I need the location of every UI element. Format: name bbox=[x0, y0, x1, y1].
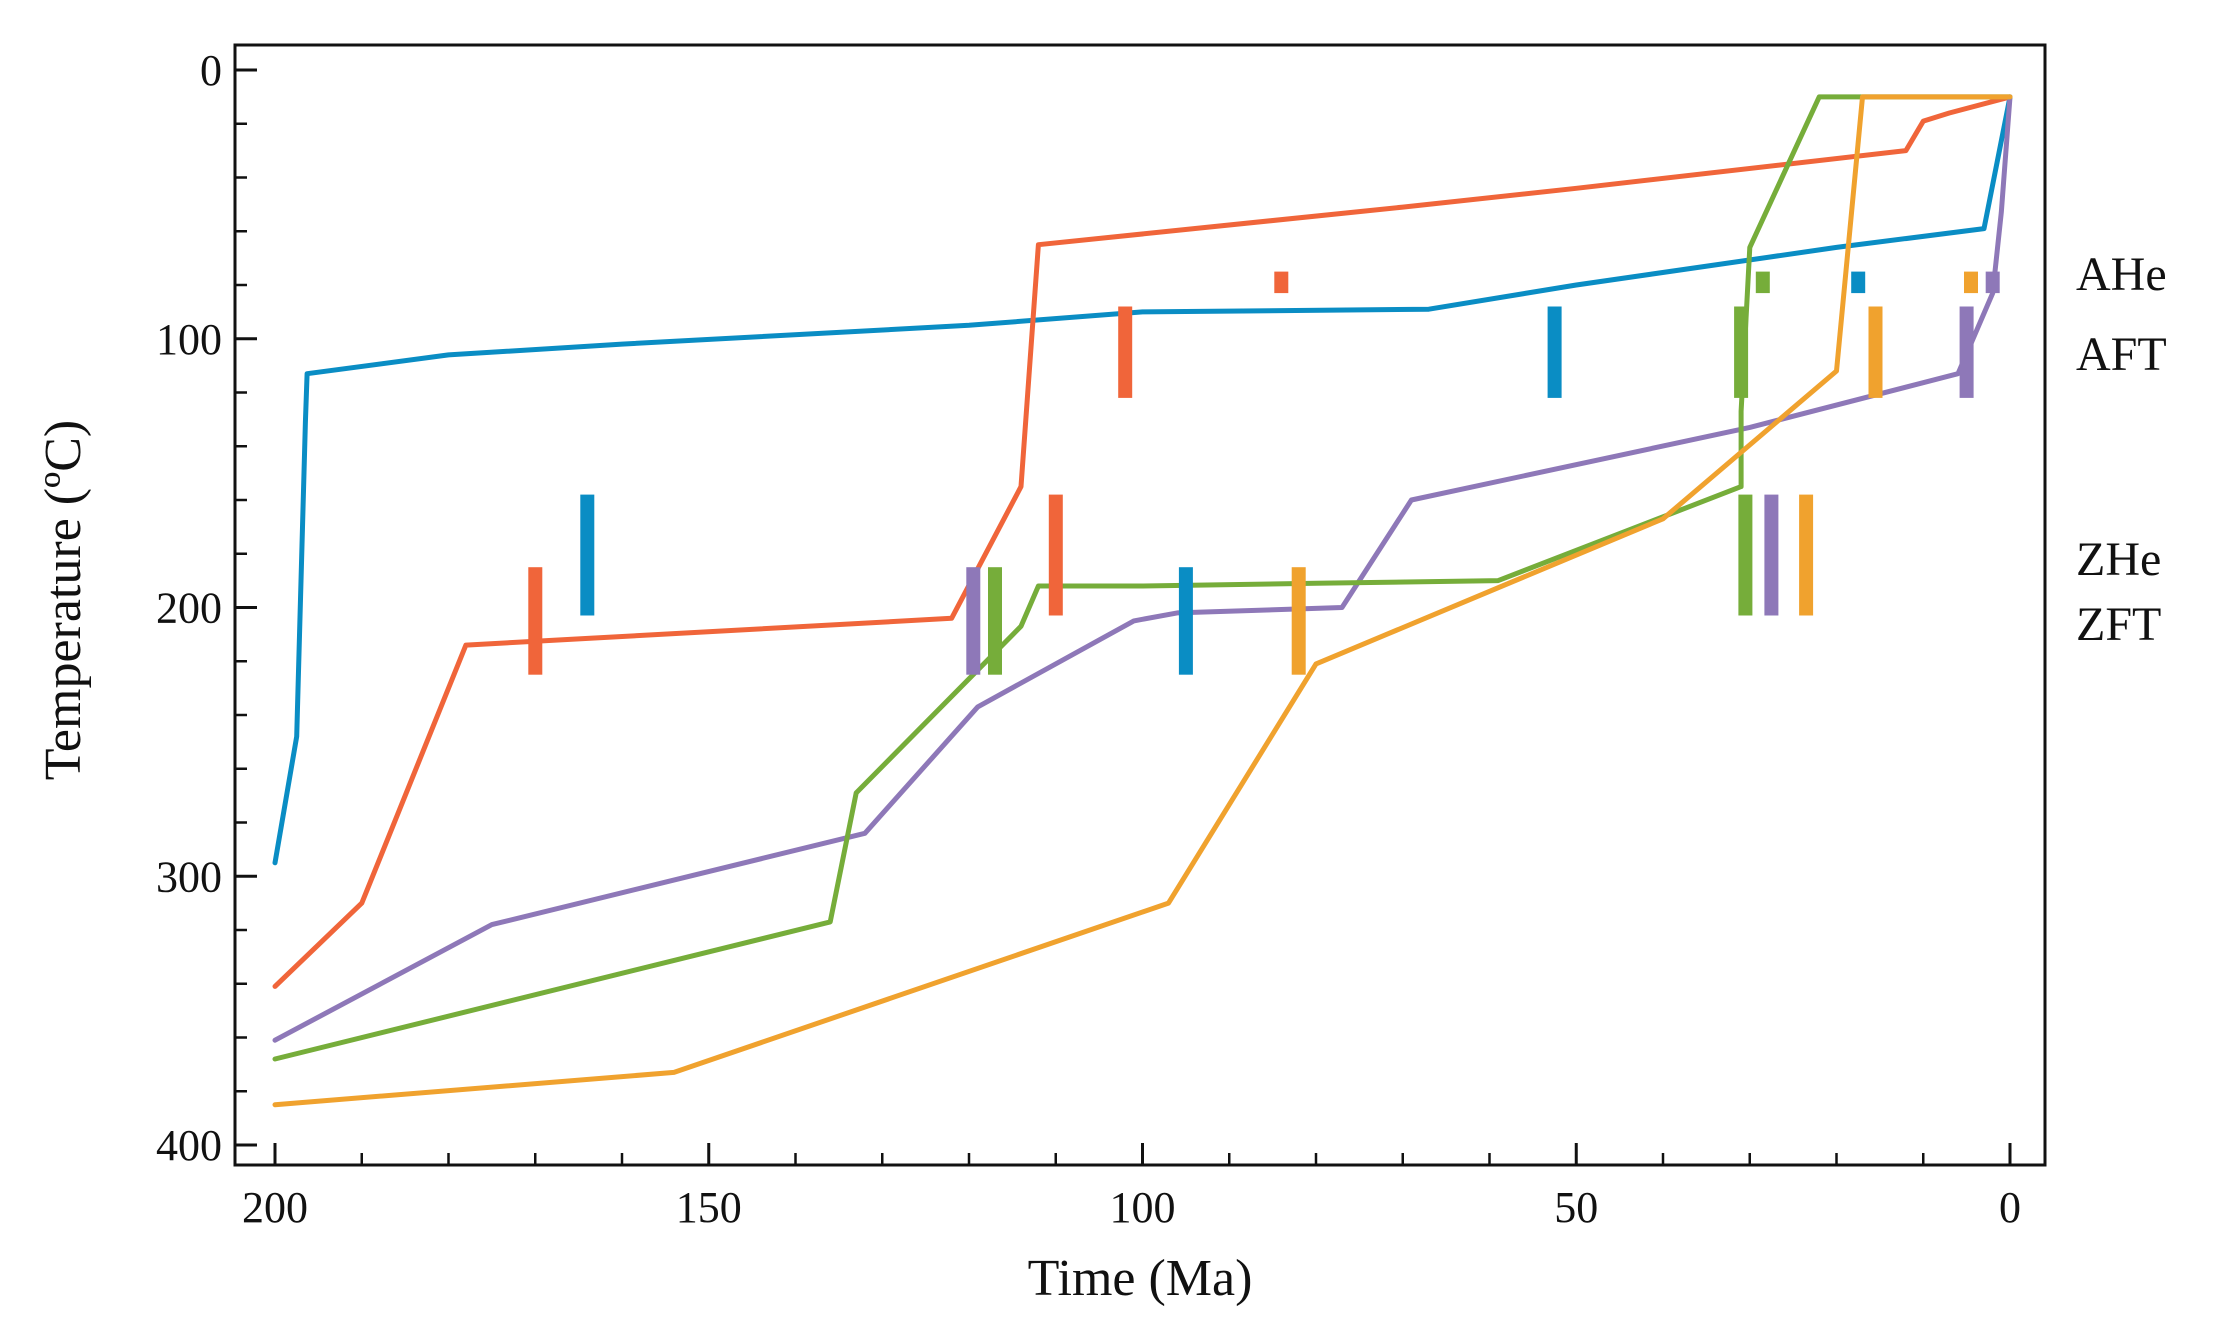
y-axis-title: Temperature (ºC) bbox=[35, 420, 92, 780]
x-axis-title: Time (Ma) bbox=[1028, 1250, 1253, 1307]
y-tick-label-300: 300 bbox=[156, 852, 222, 901]
marker-layer bbox=[528, 271, 2000, 675]
y-tick-label-0: 0 bbox=[200, 46, 222, 95]
x-tick-label-100: 100 bbox=[1110, 1183, 1176, 1232]
marker-zft-2 bbox=[988, 567, 1002, 675]
marker-aft-0 bbox=[1118, 306, 1133, 398]
tick-layer: 200 150 100 50 0 0 100 200 300 400 bbox=[156, 46, 2021, 1232]
marker-ahe-3 bbox=[1964, 271, 1978, 294]
marker-aft-3 bbox=[1868, 306, 1883, 398]
marker-zft-1 bbox=[966, 567, 981, 675]
series-line-orange bbox=[272, 94, 2013, 989]
x-tick-label-200: 200 bbox=[242, 1183, 308, 1232]
side-label-aft: AFT bbox=[2076, 328, 2167, 381]
marker-zhe-2 bbox=[1738, 494, 1753, 616]
marker-ahe-1 bbox=[1755, 271, 1770, 294]
x-tick-label-150: 150 bbox=[676, 1183, 742, 1232]
side-label-zhe: ZHe bbox=[2076, 533, 2161, 586]
marker-aft-1 bbox=[1547, 306, 1562, 398]
marker-zhe-3 bbox=[1764, 494, 1779, 616]
marker-aft-4 bbox=[1959, 306, 1974, 398]
marker-zft-3 bbox=[1178, 567, 1193, 675]
marker-ahe-0 bbox=[1274, 271, 1289, 294]
marker-ahe-2 bbox=[1851, 271, 1866, 294]
marker-aft-2 bbox=[1734, 306, 1749, 398]
marker-zhe-0 bbox=[580, 494, 595, 616]
series-line-green bbox=[272, 94, 2013, 1062]
series-line-blue bbox=[272, 94, 2013, 866]
marker-zft-4 bbox=[1291, 567, 1306, 675]
series-line-yellow bbox=[272, 94, 2013, 1108]
x-tick-label-0: 0 bbox=[1999, 1183, 2021, 1232]
x-tick-label-50: 50 bbox=[1554, 1183, 1598, 1232]
y-tick-label-200: 200 bbox=[156, 584, 222, 633]
side-label-zft: ZFT bbox=[2076, 598, 2161, 651]
marker-zhe-1 bbox=[1048, 494, 1063, 616]
y-tick-label-400: 400 bbox=[156, 1121, 222, 1170]
marker-zhe-4 bbox=[1799, 494, 1814, 616]
marker-zft-0 bbox=[528, 567, 543, 675]
side-label-ahe: AHe bbox=[2076, 248, 2167, 301]
y-tick-label-100: 100 bbox=[156, 315, 222, 364]
plot-frame bbox=[233, 43, 2047, 1167]
marker-ahe-4 bbox=[1985, 271, 2000, 294]
